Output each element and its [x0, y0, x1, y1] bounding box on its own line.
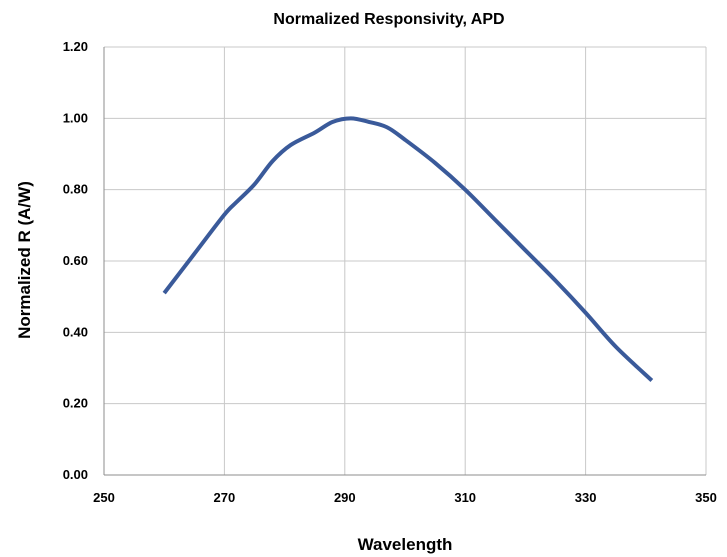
grid — [104, 46, 707, 475]
x-tick-label: 270 — [214, 490, 236, 505]
y-tick-label: 0.20 — [63, 396, 88, 411]
x-tick-label: 350 — [695, 490, 717, 505]
y-tick-label: 0.80 — [63, 182, 88, 197]
x-tick-label: 250 — [93, 490, 115, 505]
axes — [103, 47, 706, 476]
x-axis-label: Wavelength — [358, 535, 453, 554]
y-tick-label: 1.20 — [63, 39, 88, 54]
x-tick-label: 330 — [575, 490, 597, 505]
y-axis-label: Normalized R (A/W) — [15, 181, 34, 339]
series-line — [162, 116, 654, 382]
y-tick-labels: 0.00 0.20 0.40 0.60 0.80 1.00 1.20 — [63, 39, 88, 482]
y-tick-label: 0.40 — [63, 324, 88, 339]
x-tick-labels: 250 270 290 310 330 350 — [93, 490, 717, 505]
y-tick-label: 0.60 — [63, 253, 88, 268]
x-tick-label: 290 — [334, 490, 356, 505]
y-tick-label: 1.00 — [63, 110, 88, 125]
y-tick-label: 0.00 — [63, 467, 88, 482]
x-tick-label: 310 — [454, 490, 476, 505]
series-lines — [162, 116, 654, 382]
chart-title: Normalized Responsivity, APD — [273, 11, 504, 28]
